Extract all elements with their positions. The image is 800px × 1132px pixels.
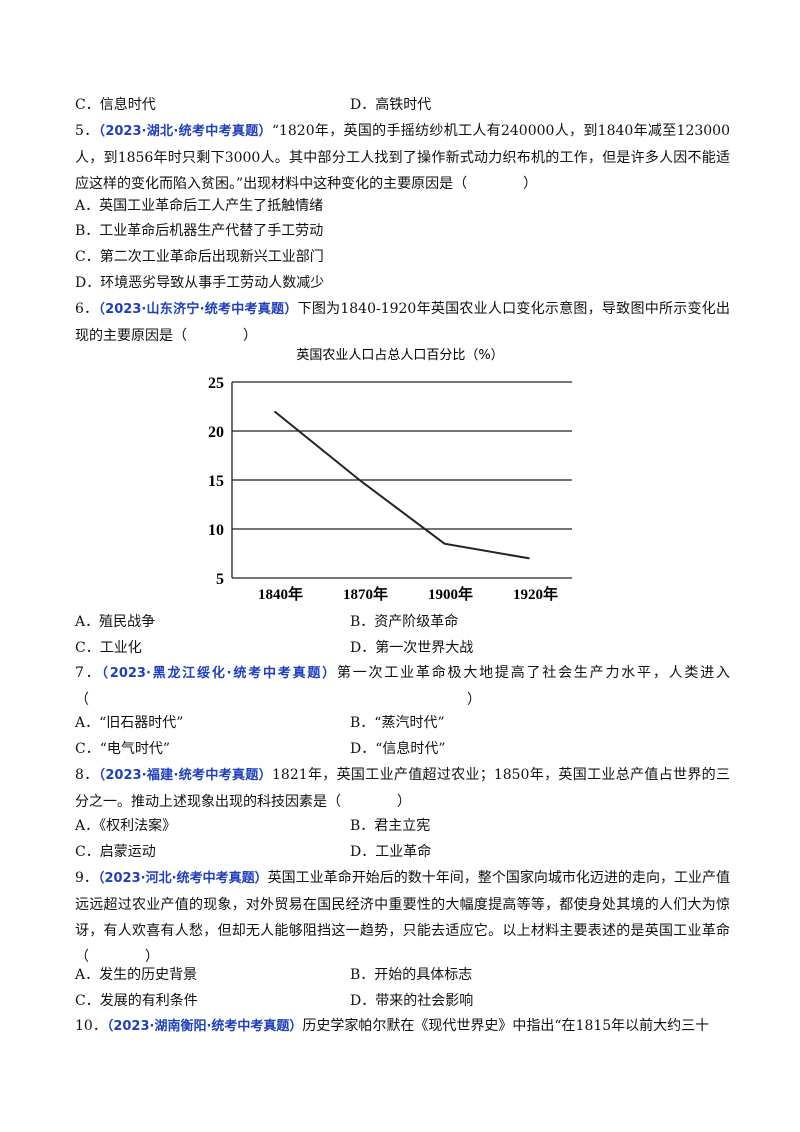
question: 7．（2023·黑龙江绥化·统考中考真题）第一次工业革命极大地提高了社会生产力水… [75, 660, 730, 713]
q-number: 5． [75, 123, 99, 139]
q-number: 8． [75, 767, 99, 783]
y-tick-label: 20 [208, 424, 224, 441]
q-stem: “1820年，英国的手摇纺纱机工人有240000人，到1840年减至123000… [75, 123, 730, 192]
question: 5．（2023·湖北·统考中考真题）“1820年，英国的手摇纺纱机工人有2400… [75, 118, 730, 197]
option: D．“信息时代” [350, 741, 446, 757]
option: A．英国工业革命后工人产生了抵触情绪 [75, 198, 324, 214]
option: C．工业化 [75, 640, 142, 656]
question: 8．（2023·福建·统考中考真题）1821年，英国工业产值超过农业；1850年… [75, 762, 730, 815]
q-number: 7． [75, 665, 102, 681]
q-source: （2023·湖北·统考中考真题） [98, 124, 272, 139]
x-tick-label: 1900年 [428, 585, 473, 603]
option: D．第一次世界大战 [350, 640, 474, 656]
option: D．带来的社会影响 [350, 993, 474, 1009]
option: C．信息时代 [75, 97, 156, 113]
option: A．“旧石器时代” [75, 715, 184, 731]
y-tick-label: 10 [208, 522, 224, 539]
question: 10．（2023·湖南衡阳·统考中考真题）历史学家帕尔默在《现代世界史》中指出“… [75, 1013, 730, 1040]
x-tick-label: 1870年 [343, 585, 388, 603]
x-tick-label: 1840年 [258, 585, 303, 603]
q-source: （2023·山东济宁·统考中考真题） [98, 302, 298, 317]
option: C．“电气时代” [75, 741, 171, 757]
q-source: （2023·黑龙江绥化·统考中考真题） [101, 666, 337, 681]
q-number: 10． [75, 1018, 107, 1034]
question: 9．（2023·河北·统考中考真题）英国工业革命开始后的数十年间，整个国家向城市… [75, 865, 730, 970]
option: D．环境恶劣导致从事手工劳动人数减少 [75, 275, 325, 291]
q-number: 9． [75, 870, 98, 886]
q-source: （2023·河北·统考中考真题） [97, 871, 268, 886]
q-stem: 第一次工业革命极大地提高了社会生产力水平，人类进入（ ） [75, 665, 731, 708]
y-tick-label: 5 [216, 571, 224, 588]
option: B．开始的具体标志 [350, 967, 473, 983]
q-number: 6． [75, 301, 99, 317]
option: D．高铁时代 [350, 97, 432, 113]
x-tick-label: 1920年 [513, 585, 558, 603]
data-line [273, 410, 530, 560]
chart: 英国农业人口占总人口百分比（%） 5 10 15 20 25 1840年 1870年 1900… [208, 348, 572, 603]
option: C．发展的有利条件 [75, 993, 198, 1009]
option: B．资产阶级革命 [350, 614, 459, 630]
chart-title: 英国农业人口占总人口百分比（%） [296, 348, 503, 363]
option: B．工业革命后机器生产代替了手工劳动 [75, 223, 324, 239]
y-tick-label: 15 [208, 473, 224, 490]
q-source: （2023·湖南衡阳·统考中考真题） [106, 1019, 303, 1034]
option: B．“蒸汽时代” [350, 715, 445, 731]
option: A．《权利法案》 [75, 818, 177, 834]
question: 6．（2023·山东济宁·统考中考真题）下图为1840-1920年英国农业人口变… [75, 296, 730, 349]
q-source: （2023·福建·统考中考真题） [98, 768, 272, 783]
option: A．发生的历史背景 [75, 967, 198, 983]
q-stem: 下图为1840-1920年英国农业人口变化示意图，导致图中所示变化出现的主要原因… [75, 301, 730, 344]
q-stem: 历史学家帕尔默在《现代世界史》中指出“在1815年以前大约三十 [302, 1018, 710, 1034]
option: D．工业革命 [350, 844, 432, 860]
q-stem: 1821年，英国工业产值超过农业；1850年，英国工业总产值占世界的三分之一。推… [75, 767, 730, 810]
option: C．启蒙运动 [75, 844, 156, 860]
q-stem: 英国工业革命开始后的数十年间，整个国家向城市化迈进的走向，工业产值远远超过农业产… [75, 870, 730, 965]
option: A．殖民战争 [75, 614, 156, 630]
option: C．第二次工业革命后出现新兴工业部门 [75, 249, 324, 265]
y-tick-label: 25 [208, 375, 224, 392]
option: B．君主立宪 [350, 818, 431, 834]
